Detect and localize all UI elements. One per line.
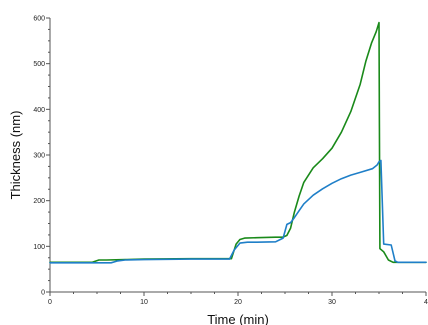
y-tick-label: 300: [33, 153, 45, 160]
series-lines: [49, 21, 427, 264]
x-tick-label: 30: [328, 299, 336, 306]
y-axis-label: Thickness (nm): [8, 111, 23, 200]
y-tick-label: 200: [33, 198, 45, 205]
series-line-2: [49, 159, 427, 264]
x-tick-label: 4: [424, 299, 428, 306]
x-tick-label: 20: [234, 299, 242, 306]
y-tick-label: 600: [33, 16, 45, 23]
y-tick-label: 500: [33, 61, 45, 68]
y-tick-label: 100: [33, 244, 45, 251]
series-line-1: [49, 21, 427, 264]
y-ticks: 0 100 200 300 400 500 600: [33, 16, 50, 297]
y-tick-label: 400: [33, 107, 45, 114]
y-tick-label: 0: [41, 290, 45, 297]
x-axis-label: Time (min): [207, 312, 269, 325]
x-ticks: 0 10 20 30 4: [48, 292, 428, 306]
x-tick-label: 10: [140, 299, 148, 306]
x-tick-label: 0: [48, 299, 52, 306]
